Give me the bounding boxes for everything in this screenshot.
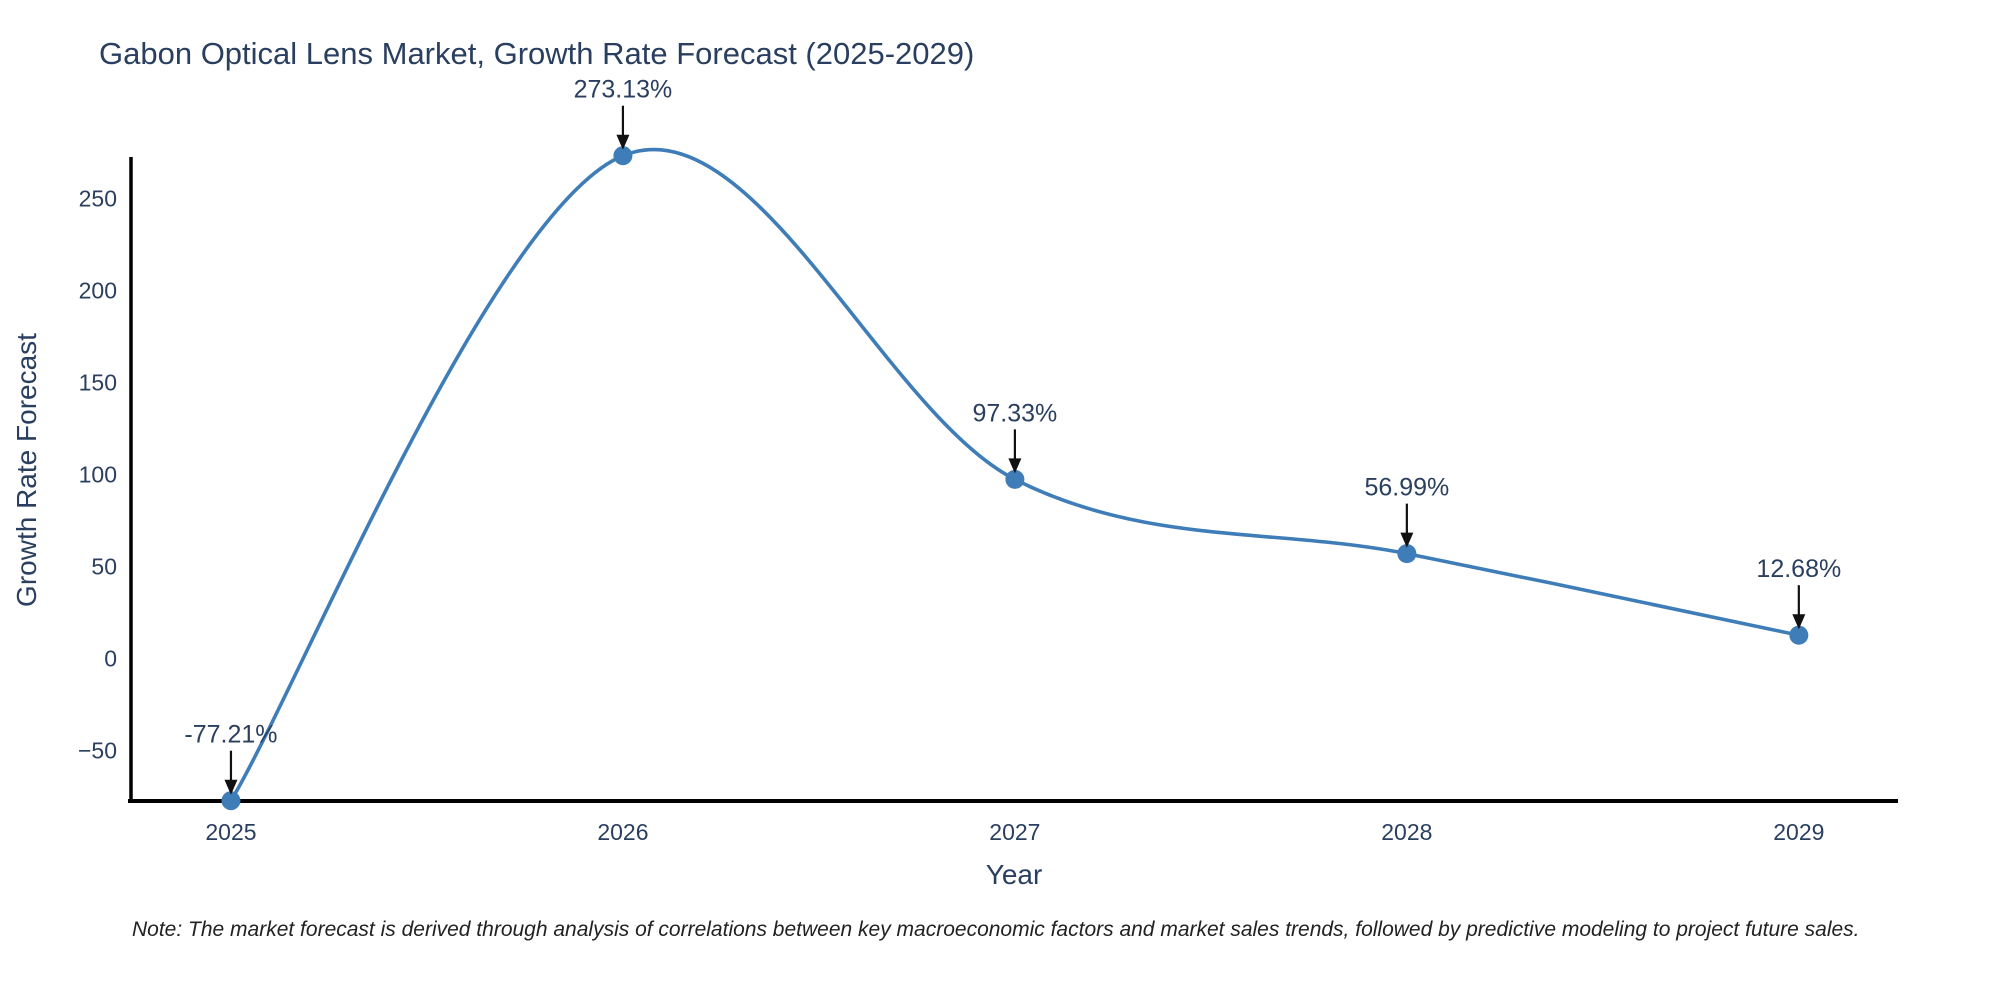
annotation-label: 97.33% xyxy=(972,399,1057,427)
data-point-marker xyxy=(1005,469,1025,489)
x-tick-label: 2028 xyxy=(1381,819,1432,845)
x-tick-label: 2026 xyxy=(597,819,648,845)
chart-title: Gabon Optical Lens Market, Growth Rate F… xyxy=(99,36,975,71)
footnote: Note: The market forecast is derived thr… xyxy=(132,918,1860,941)
annotation-arrowhead xyxy=(1792,614,1806,630)
annotation-label: 12.68% xyxy=(1756,555,1841,583)
y-tick-label: 200 xyxy=(79,277,117,303)
x-axis-title: Year xyxy=(985,859,1043,890)
annotation-arrowhead xyxy=(616,134,630,150)
annotation-label: 273.13% xyxy=(574,76,673,104)
x-tick-label: 2025 xyxy=(205,819,256,845)
annotation-label: 56.99% xyxy=(1364,474,1449,502)
y-tick-label: −50 xyxy=(78,738,117,764)
y-tick-label: 250 xyxy=(79,185,117,211)
y-tick-label: 0 xyxy=(104,646,117,672)
annotation-label: -77.21% xyxy=(184,721,277,749)
x-tick-label: 2027 xyxy=(989,819,1040,845)
y-tick-label: 100 xyxy=(79,461,117,487)
annotation-arrowhead xyxy=(1008,458,1022,474)
data-point-marker xyxy=(1789,625,1809,645)
y-tick-label: 150 xyxy=(79,369,117,395)
data-point-marker xyxy=(221,791,241,811)
x-tick-label: 2029 xyxy=(1773,819,1824,845)
y-tick-label: 50 xyxy=(91,554,117,580)
data-point-marker xyxy=(1397,544,1417,564)
trace-line xyxy=(229,147,1801,803)
annotation-arrowhead xyxy=(224,779,238,795)
annotation-arrowhead xyxy=(1400,532,1414,548)
data-point-marker xyxy=(613,146,633,166)
